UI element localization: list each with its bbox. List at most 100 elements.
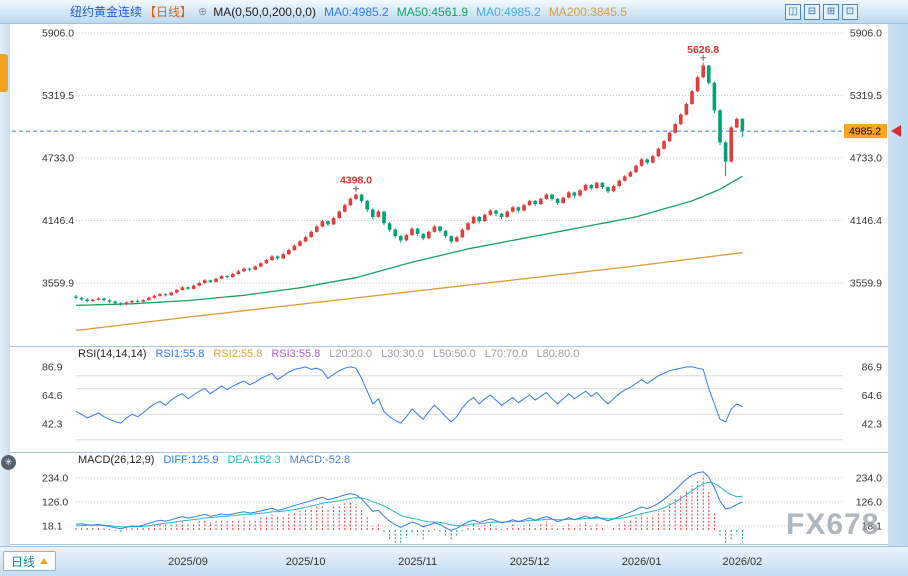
candle-body <box>477 216 481 222</box>
macd-diff-line <box>75 471 743 531</box>
candle-body <box>729 127 733 162</box>
x-axis-label: 2026/02 <box>722 556 763 568</box>
candle-body <box>684 104 689 115</box>
y-axis-label: 5319.5 <box>42 90 74 102</box>
candle-body <box>634 165 638 173</box>
candle-body <box>399 236 403 241</box>
candle-body <box>191 285 196 289</box>
candle-body <box>673 124 677 133</box>
x-axis-label: 2025/11 <box>398 556 438 568</box>
candle-body <box>382 211 386 224</box>
candle-body <box>427 231 431 239</box>
ma50-value: MA50:4561.9 <box>396 4 469 19</box>
candle-body <box>74 296 78 298</box>
candle-body <box>270 256 274 261</box>
candle-body <box>135 300 140 302</box>
candle-body <box>455 237 459 242</box>
candle-body <box>740 118 745 132</box>
candle-body <box>130 300 134 303</box>
candle-body <box>124 302 129 305</box>
tile-horizontal-icon[interactable]: ⊟ <box>804 4 820 20</box>
candle-body <box>651 156 655 163</box>
cascade-windows-icon[interactable]: ⊞ <box>823 4 839 20</box>
watermark: FX678 <box>786 508 880 541</box>
y-axis-label: 5319.5 <box>850 90 882 102</box>
candle-body <box>617 180 621 186</box>
candle-body <box>113 301 117 304</box>
y-axis-label: 64.6 <box>862 390 883 402</box>
y-axis-label: 64.6 <box>42 390 63 402</box>
tile-windows-icon[interactable]: ◫ <box>785 4 801 20</box>
period-selector-button[interactable]: 日线 <box>3 551 57 571</box>
candle-body <box>701 65 705 78</box>
candle-body <box>432 226 437 232</box>
instrument-title: 纽约黄金连续 <box>70 5 143 19</box>
latest-price-arrow-icon <box>891 125 901 137</box>
candle-body <box>656 148 661 157</box>
candle-body <box>348 198 353 206</box>
bottom-bar: 日线 2025/09 2025/10 2025/11 2025/12 2026/01 20… <box>0 546 908 576</box>
candle-body <box>292 245 297 250</box>
candle-body <box>236 271 241 274</box>
candle-body <box>393 229 397 237</box>
candle-body <box>600 182 605 188</box>
candle-body <box>707 65 711 83</box>
candle-body <box>309 231 313 238</box>
candle-body <box>152 295 157 298</box>
x-axis-label: 2025/12 <box>509 556 550 568</box>
maximize-window-icon[interactable]: ⊡ <box>842 4 858 20</box>
candle-body <box>494 210 498 214</box>
candle-body <box>449 236 453 242</box>
dea-value: DEA:152.3 <box>227 454 281 466</box>
candle-body <box>253 266 257 270</box>
y-axis-label: 3559.9 <box>42 278 74 290</box>
candle-body <box>460 229 465 238</box>
ma-values-legend: MA0:4985.2 MA50:4561.9 MA0:4985.2 MA200:384… <box>324 5 635 19</box>
x-axis-label: 2025/10 <box>285 556 326 568</box>
diff-value: DIFF:125.9 <box>163 454 219 466</box>
candle-body <box>343 205 347 212</box>
tag-icon[interactable]: ⊕ <box>198 6 208 18</box>
l70-label: L70:70.0 <box>484 348 528 360</box>
candle-body <box>387 223 392 230</box>
candle-body <box>281 254 285 259</box>
side-tab[interactable] <box>0 54 8 92</box>
l50-label: L50:50.0 <box>432 348 476 360</box>
candle-body <box>410 228 414 236</box>
candle-body <box>522 205 526 211</box>
y-axis-label: 234.0 <box>42 473 68 485</box>
dropdown-arrow-icon <box>40 558 49 564</box>
candle-body <box>264 260 269 264</box>
candle-body <box>611 186 616 192</box>
candle-body <box>169 292 173 296</box>
last-price-tag <box>844 124 887 139</box>
candle-body <box>723 142 728 162</box>
y-axis-label: 4146.4 <box>42 215 74 227</box>
y-axis-label: 4146.4 <box>850 215 882 227</box>
chart-header: 纽约黄金连续 【日线】 ⊕ MA(0,50,0,200,0,0) MA0:498… <box>0 0 908 24</box>
candle-body <box>421 234 425 239</box>
candle-body <box>203 280 207 283</box>
candle-body <box>471 216 476 224</box>
candle-body <box>85 299 89 302</box>
last-price-tag-text: 4985.2 <box>849 126 881 138</box>
candle-body <box>533 200 537 205</box>
candle-body <box>572 192 577 196</box>
candle-body <box>147 297 151 300</box>
candle-body <box>91 299 95 302</box>
tool-gear-icon[interactable]: ✳ <box>1 455 16 470</box>
ma0b-value: MA0:4985.2 <box>476 4 541 19</box>
candle-body <box>488 210 493 215</box>
chart-plot[interactable]: 5906.0 5906.0 5319.5 5319.5 4733.0 4733.0 4146… <box>10 24 888 546</box>
macd-dea-line <box>75 481 743 528</box>
candle-body <box>415 228 420 234</box>
candle-body <box>365 200 369 210</box>
candle-body <box>298 241 302 246</box>
candle-body <box>315 226 319 232</box>
candle-body <box>231 273 235 278</box>
candle-body <box>443 230 448 237</box>
candle-body <box>516 207 521 211</box>
candle-body <box>404 235 409 241</box>
candle-body <box>163 294 168 296</box>
candle-body <box>119 303 123 305</box>
